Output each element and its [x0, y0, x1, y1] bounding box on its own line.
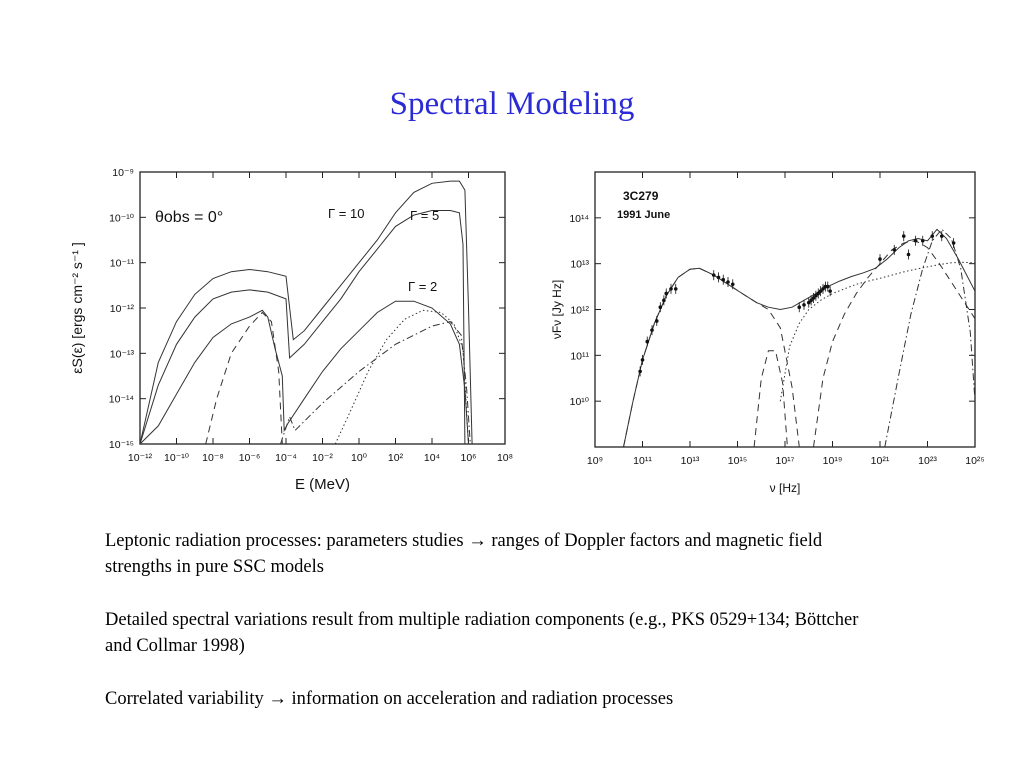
data-point: [721, 277, 726, 282]
data-point: [892, 248, 897, 252]
series-curve-2: [140, 300, 469, 444]
y-tick-label: 10⁻¹²: [110, 303, 135, 315]
y-tick-label: 10⁻⁹: [112, 167, 134, 179]
y-tick-label: 10⁻¹³: [110, 348, 135, 360]
data-point: [645, 339, 650, 344]
chart-right-3c279-sed: 10⁹ 10¹¹ 10¹³ 10¹⁵ 10¹⁷ 10¹⁹ 10²¹ 10²³ 10²⁵ 10¹⁰ 1…: [550, 171, 985, 495]
paragraph-spectral-variations: Detailed spectral variations result from…: [105, 610, 859, 656]
x-tick-label: 10⁸: [497, 452, 513, 464]
chart-left-ssc-spectra: 10⁻¹² 10⁻¹⁰ 10⁻⁸ 10⁻⁶ 10⁻⁴ 10⁻² 10⁰ 10² 10⁴ 10⁶ 10…: [69, 167, 513, 493]
x-tick-label: 10⁻⁶: [239, 452, 261, 464]
x-tick-label: 10⁻²: [312, 452, 333, 464]
x-tick-label: 10¹¹: [633, 455, 652, 467]
chart-subtitle: 1991 June: [617, 209, 670, 221]
series-curve-1: [623, 267, 800, 447]
x-tick-label: 10²³: [918, 455, 937, 467]
y-tick-label: 10⁻¹⁰: [109, 212, 135, 224]
y-tick-label: 10¹⁰: [570, 396, 590, 408]
chart-title: 3C279: [623, 189, 659, 203]
data-point: [821, 287, 825, 291]
data-point: [726, 280, 730, 284]
x-tick-label: 10¹³: [681, 455, 700, 467]
data-point: [920, 238, 925, 243]
data-point: [825, 284, 830, 289]
data-point: [673, 287, 678, 291]
y-tick-label: 10¹⁴: [569, 213, 589, 225]
data-point: [901, 234, 906, 238]
data-point: [939, 234, 944, 238]
data-point: [913, 238, 918, 243]
data-point: [806, 300, 811, 305]
data-point: [809, 298, 813, 303]
y-tick-label: 10¹³: [570, 259, 589, 271]
x-axis-label: ν [Hz]: [770, 481, 801, 495]
series-curve-1: [140, 210, 466, 444]
y-tick-label: 10⁻¹¹: [110, 258, 135, 270]
x-axis-label: E (MeV): [295, 476, 350, 493]
data-point: [906, 252, 911, 257]
data-point: [669, 287, 673, 291]
y-axis-label: εS(ε) [ergs cm⁻² s⁻¹ ]: [69, 242, 85, 373]
data-point: [730, 282, 735, 287]
series-curve-0: [140, 180, 473, 444]
data-point: [640, 358, 645, 362]
data-point: [930, 234, 935, 238]
y-tick-label: 10¹¹: [570, 350, 589, 362]
annotation-0: θobs = 0°: [155, 209, 223, 226]
x-tick-label: 10²⁵: [965, 455, 985, 467]
y-tick-label: 10⁻¹⁵: [109, 439, 134, 451]
annotation-1: Γ = 10: [328, 206, 364, 221]
x-tick-label: 10¹⁹: [823, 455, 843, 467]
data-point: [664, 291, 669, 296]
data-point: [814, 293, 818, 298]
series-curve-5: [280, 321, 471, 444]
x-tick-label: 10⁰: [351, 452, 368, 464]
data-point: [828, 289, 832, 293]
annotation-2: Γ = 5: [410, 208, 439, 223]
data-point: [650, 328, 654, 332]
x-tick-label: 10⁻¹⁰: [164, 452, 190, 464]
series-curve-0: [623, 228, 975, 447]
paragraph-leptonic: Leptonic radiation processes: parameters…: [105, 531, 823, 577]
series-curve-4: [334, 309, 469, 444]
data-point: [711, 273, 716, 277]
data-point: [654, 319, 659, 323]
x-tick-label: 10⁻⁴: [275, 452, 297, 464]
x-tick-label: 10⁴: [424, 452, 440, 464]
x-tick-label: 10⁹: [587, 455, 603, 467]
data-point: [878, 257, 882, 261]
x-tick-label: 10²: [388, 452, 404, 464]
series-curve-3: [205, 311, 283, 444]
series-curve-2: [753, 350, 788, 447]
body-text: Leptonic radiation processes: parameters…: [105, 528, 865, 739]
x-tick-label: 10⁶: [460, 452, 476, 464]
y-tick-label: 10¹²: [570, 305, 589, 317]
x-tick-label: 10²¹: [871, 455, 890, 467]
data-point: [811, 296, 816, 300]
series-curve-3: [813, 240, 975, 447]
x-tick-label: 10¹⁵: [728, 455, 748, 467]
series-curve-5: [884, 228, 975, 447]
data-point: [816, 291, 821, 296]
paragraph-correlated-variability: Correlated variability → information on …: [105, 689, 674, 709]
x-tick-label: 10⁻¹²: [128, 452, 153, 464]
annotation-3: Γ = 2: [408, 279, 437, 294]
x-tick-label: 10⁻⁸: [202, 452, 224, 464]
data-point: [638, 369, 642, 374]
data-point: [658, 305, 663, 310]
data-point: [716, 275, 721, 280]
y-axis-label: νFν [Jy Hz]: [550, 280, 564, 339]
data-point: [951, 241, 956, 245]
series-curve-4: [779, 261, 975, 402]
data-point: [662, 298, 666, 303]
data-point: [802, 303, 806, 307]
data-point: [797, 305, 802, 310]
y-tick-label: 10⁻¹⁴: [109, 394, 134, 406]
data-point: [818, 289, 823, 293]
x-tick-label: 10¹⁷: [776, 455, 795, 467]
slide-title: Spectral Modeling: [389, 86, 635, 122]
